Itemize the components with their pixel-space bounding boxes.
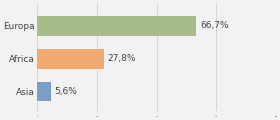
Text: 66,7%: 66,7% xyxy=(200,21,228,30)
Bar xyxy=(37,49,104,69)
Text: 5,6%: 5,6% xyxy=(54,87,77,96)
Bar xyxy=(37,82,51,102)
Bar xyxy=(37,16,196,36)
Text: 27,8%: 27,8% xyxy=(107,54,136,63)
